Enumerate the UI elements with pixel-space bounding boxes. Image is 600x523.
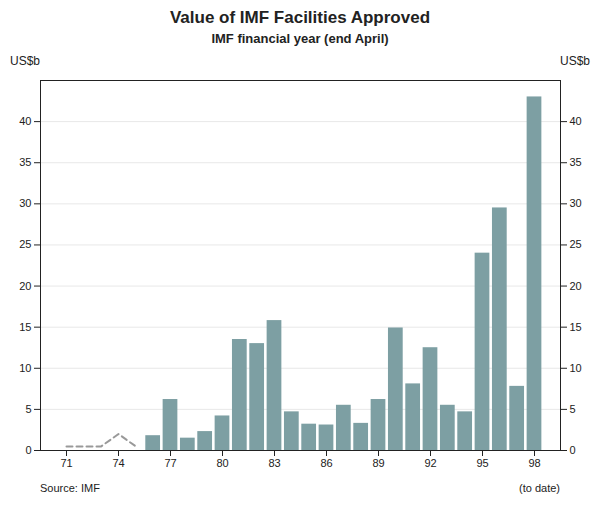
svg-text:15: 15 <box>19 321 31 333</box>
html-text:IMF financial year (end April): IMF financial year (end April) <box>211 31 389 46</box>
svg-text:0: 0 <box>25 444 31 456</box>
svg-text:30: 30 <box>570 197 582 209</box>
html-text:Source: IMF: Source: IMF <box>40 482 100 494</box>
svg-text:92: 92 <box>424 457 436 469</box>
html-text:Value of IMF Facilities Approv: Value of IMF Facilities Approved <box>170 8 430 27</box>
svg-text:5: 5 <box>25 403 31 415</box>
svg-text:10: 10 <box>19 362 31 374</box>
svg-text:35: 35 <box>19 156 31 168</box>
svg-text:0: 0 <box>570 444 576 456</box>
svg-text:89: 89 <box>372 457 384 469</box>
html-text:(to date): (to date) <box>519 482 560 494</box>
svg-text:98: 98 <box>528 457 540 469</box>
svg-text:80: 80 <box>216 457 228 469</box>
svg-text:10: 10 <box>570 362 582 374</box>
svg-text:71: 71 <box>60 457 72 469</box>
svg-text:25: 25 <box>570 238 582 250</box>
svg-text:77: 77 <box>164 457 176 469</box>
svg-text:5: 5 <box>570 403 576 415</box>
svg-text:25: 25 <box>19 238 31 250</box>
svg-text:15: 15 <box>570 321 582 333</box>
svg-text:35: 35 <box>570 156 582 168</box>
svg-text:86: 86 <box>320 457 332 469</box>
svg-text:40: 40 <box>19 115 31 127</box>
svg-text:74: 74 <box>112 457 124 469</box>
html-text:US$b: US$b <box>560 54 590 68</box>
svg-text:95: 95 <box>476 457 488 469</box>
svg-text:20: 20 <box>570 280 582 292</box>
svg-text:40: 40 <box>570 115 582 127</box>
html-text:US$b: US$b <box>10 54 40 68</box>
svg-text:83: 83 <box>268 457 280 469</box>
svg-text:30: 30 <box>19 197 31 209</box>
svg-text:20: 20 <box>19 280 31 292</box>
